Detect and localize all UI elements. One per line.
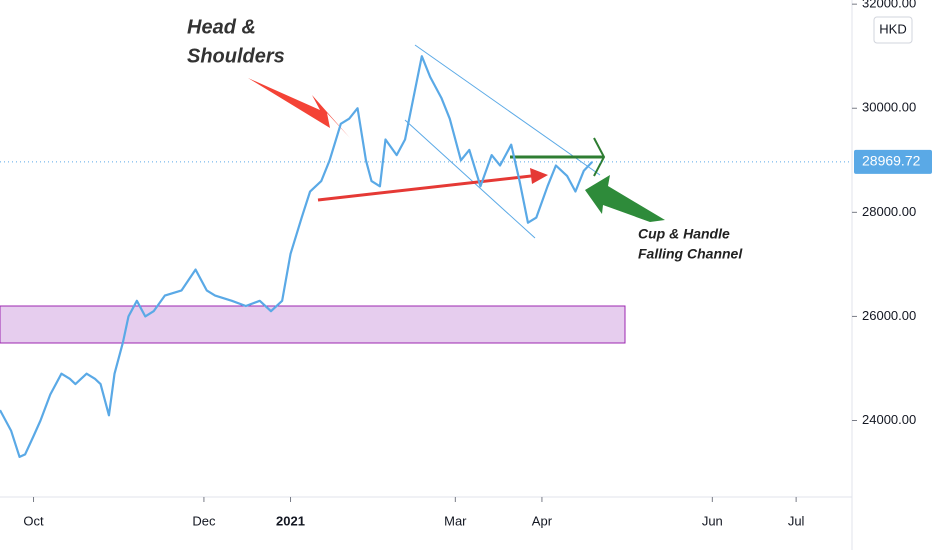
annotation: Shoulders	[187, 45, 285, 67]
channel	[404, 44, 601, 239]
y-tick-label: 32000.00	[862, 0, 916, 11]
x-tick-label: Apr	[532, 513, 553, 528]
x-tick-label: 2021	[276, 513, 305, 528]
x-tick-label: Jun	[702, 513, 723, 528]
annotation: Head &	[187, 16, 256, 38]
support-zone	[0, 305, 626, 344]
y-tick-label: 26000.00	[862, 308, 916, 323]
annotation: Cup & Handle	[638, 226, 730, 242]
x-tick-label: Oct	[23, 513, 44, 528]
x-tick-label: Jul	[788, 513, 805, 528]
arrow-head	[593, 137, 606, 177]
pointer-arrow	[585, 175, 665, 222]
last-price-label: 28969.72	[862, 153, 921, 169]
last-price-box	[854, 149, 932, 174]
y-tick-label: 28000.00	[862, 204, 916, 219]
x-tick-label: Mar	[444, 513, 467, 528]
currency-box[interactable]	[873, 16, 913, 44]
y-tick-label: 24000.00	[862, 412, 916, 427]
pointer-arrow	[248, 78, 350, 138]
y-tick-label: 30000.00	[862, 100, 916, 115]
arrow-head	[530, 168, 548, 184]
neckline	[317, 173, 541, 202]
x-tick-label: Dec	[192, 513, 216, 528]
currency: HKD	[879, 21, 906, 36]
price-line	[0, 55, 594, 459]
annotation: Falling Channel	[638, 246, 743, 262]
